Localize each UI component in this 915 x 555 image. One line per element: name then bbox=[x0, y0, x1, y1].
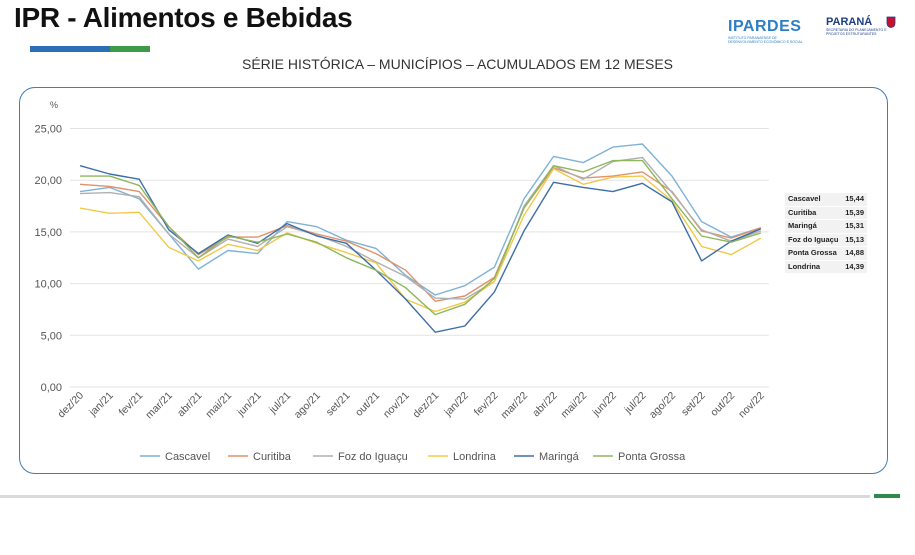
title-underline bbox=[30, 46, 150, 52]
chart-title: SÉRIE HISTÓRICA – MUNICÍPIOS – ACUMULADO… bbox=[242, 56, 673, 72]
underline-green bbox=[110, 46, 150, 52]
parana-logo: PARANÁ SECRETARIA DO PLANEJAMENTO E PROJ… bbox=[826, 16, 896, 46]
underline-blue bbox=[30, 46, 110, 52]
latest-values-table: Cascavel 15,44 Curitiba 15,39 Maringá 15,31 Fo… bbox=[785, 193, 867, 274]
x-tick-label: mar/22 bbox=[499, 390, 531, 422]
legend-label: Curitiba bbox=[253, 451, 292, 463]
table-row: Maringá 15,31 bbox=[785, 220, 867, 234]
table-value: 15,44 bbox=[845, 194, 864, 203]
legend-label: Londrina bbox=[453, 451, 497, 463]
series-line-ponta-grossa bbox=[80, 159, 762, 316]
x-tick-label: jan/22 bbox=[441, 390, 471, 420]
table-city: Londrina bbox=[788, 261, 821, 271]
series-line-foz-do-igua-u bbox=[79, 156, 762, 300]
series-lines bbox=[79, 143, 762, 333]
table-row: Foz do Iguaçu 15,13 bbox=[785, 233, 867, 247]
x-tick-label: jun/21 bbox=[234, 390, 264, 420]
legend-label: Cascavel bbox=[165, 451, 210, 463]
table-row: Ponta Grossa 14,88 bbox=[785, 247, 867, 261]
ipardes-logo: IPARDES INSTITUTO PARANAENSE DE DESENVOL… bbox=[728, 18, 803, 44]
page-title: IPR - Alimentos e Bebidas bbox=[14, 2, 353, 33]
table-city: Maringá bbox=[788, 221, 817, 230]
table-value: 14,88 bbox=[845, 248, 864, 257]
footer-accent bbox=[874, 494, 900, 498]
x-tick-label: set/21 bbox=[324, 390, 353, 419]
x-tick-label: dez/20 bbox=[55, 390, 86, 421]
y-axis: 0,00 5,00 10,00 15,00 20,00 25,00% bbox=[34, 100, 62, 394]
x-tick-label: ago/21 bbox=[292, 390, 323, 421]
chart-frame bbox=[19, 87, 888, 474]
footer-divider bbox=[0, 495, 870, 498]
y-tick-label: 25,00 bbox=[34, 124, 62, 136]
table-city: Ponta Grossa bbox=[788, 248, 837, 257]
y-tick-label: 0,00 bbox=[41, 382, 62, 394]
series-line-maring- bbox=[79, 165, 762, 333]
legend-label: Foz do Iguaçu bbox=[338, 451, 408, 463]
x-tick-label: nov/22 bbox=[736, 390, 767, 421]
table-row: Curitiba 15,39 bbox=[785, 206, 867, 220]
table-value: 15,13 bbox=[845, 234, 864, 244]
y-tick-label: 10,00 bbox=[34, 279, 62, 291]
legend-label: Ponta Grossa bbox=[618, 451, 686, 463]
y-tick-label: 5,00 bbox=[41, 330, 62, 342]
legend: Cascavel Curitiba Foz do Iguaçu Londrina Mar… bbox=[140, 451, 686, 463]
table-row: Cascavel 15,44 bbox=[785, 193, 867, 207]
x-tick-label: dez/21 bbox=[411, 390, 442, 421]
table-row: Londrina 14,39 bbox=[785, 260, 867, 274]
x-tick-label: mar/21 bbox=[143, 390, 175, 422]
x-tick-label: abr/21 bbox=[175, 390, 205, 420]
parana-crest-icon bbox=[886, 16, 896, 28]
x-tick-label: fev/21 bbox=[117, 390, 146, 419]
x-tick-label: nov/21 bbox=[381, 390, 412, 421]
x-tick-label: out/22 bbox=[708, 390, 737, 419]
x-tick-label: mai/22 bbox=[559, 390, 590, 421]
table-value: 15,31 bbox=[845, 221, 864, 230]
table-value: 14,39 bbox=[845, 261, 864, 271]
table-city: Cascavel bbox=[788, 194, 821, 203]
x-tick-label: fev/22 bbox=[472, 390, 501, 419]
y-axis-label: % bbox=[50, 100, 58, 110]
x-tick-label: jul/21 bbox=[266, 390, 293, 417]
x-tick-label: ago/22 bbox=[647, 390, 678, 421]
legend-label: Maringá bbox=[539, 451, 580, 463]
table-value: 15,39 bbox=[845, 207, 864, 217]
x-tick-label: mai/21 bbox=[203, 390, 234, 421]
x-tick-label: jul/22 bbox=[622, 390, 649, 417]
x-tick-label: set/22 bbox=[679, 390, 708, 419]
series-line-curitiba bbox=[79, 167, 762, 302]
x-tick-label: jun/22 bbox=[589, 390, 619, 420]
y-tick-label: 20,00 bbox=[34, 175, 62, 187]
grid bbox=[70, 128, 769, 388]
series-line-londrina bbox=[79, 168, 762, 313]
x-tick-label: abr/22 bbox=[530, 390, 560, 420]
series-line-cascavel bbox=[79, 143, 762, 296]
x-tick-label: jan/21 bbox=[86, 390, 116, 420]
table-city: Curitiba bbox=[788, 207, 817, 217]
table-city: Foz do Iguaçu bbox=[788, 234, 839, 244]
y-tick-label: 15,00 bbox=[34, 227, 62, 239]
x-tick-label: out/21 bbox=[353, 390, 382, 419]
